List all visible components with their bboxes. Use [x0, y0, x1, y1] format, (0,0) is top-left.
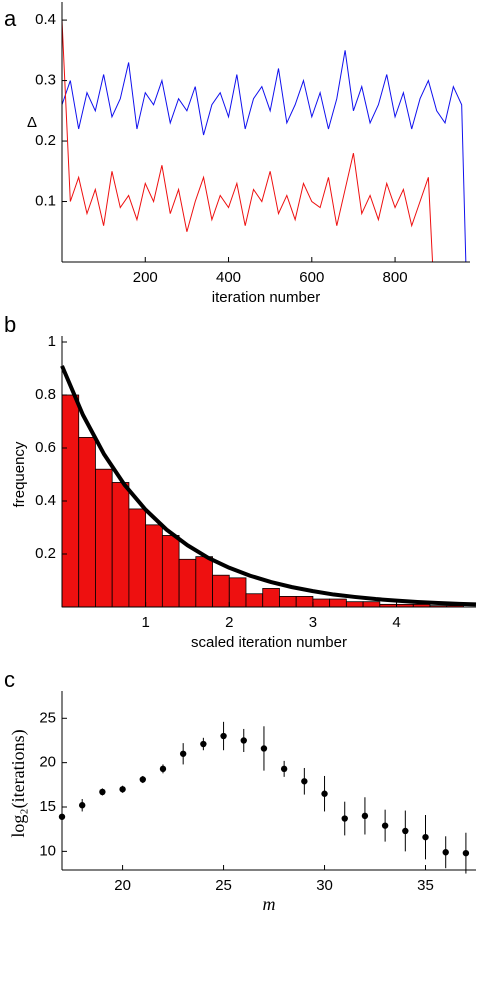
x-tick-label: 600 [299, 269, 324, 286]
x-axis-label: scaled iteration number [191, 634, 347, 651]
bar [111, 482, 130, 608]
data-line [61, 20, 434, 263]
point [179, 750, 187, 757]
point [381, 822, 389, 829]
y-tick-label: 15 [39, 798, 56, 815]
y-tick-label: 0.2 [35, 545, 56, 562]
data-line [61, 50, 467, 263]
point [402, 827, 409, 835]
y-tick-label: 0.4 [35, 492, 56, 509]
point [220, 732, 227, 740]
x-axis-label: iteration number [212, 289, 320, 306]
point [361, 812, 369, 820]
bar [262, 588, 280, 608]
y-axis-label: Δ [27, 114, 37, 131]
point [240, 737, 247, 744]
y-tick-label: 0.1 [35, 192, 56, 209]
bar [245, 593, 264, 608]
point [280, 765, 288, 773]
y-tick-label: 0.4 [35, 11, 56, 28]
bar [228, 577, 247, 608]
y-tick-label: 0.3 [35, 72, 56, 89]
fit-curve [60, 365, 477, 607]
y-axis-label: log₂(iterations) [8, 729, 29, 837]
y-tick-label: 10 [39, 842, 56, 859]
x-tick-label: 3 [309, 614, 317, 631]
x-tick-label: 4 [392, 614, 400, 631]
bar [345, 601, 364, 608]
x-tick-label: 400 [216, 269, 241, 286]
bar [362, 601, 381, 608]
x-tick-label: 20 [114, 877, 131, 894]
bar [128, 508, 147, 608]
point [139, 776, 146, 783]
bar [195, 556, 213, 608]
bar [312, 598, 331, 608]
point [260, 745, 268, 752]
point [442, 849, 449, 856]
x-tick-label: 200 [133, 269, 158, 286]
bar [145, 524, 163, 608]
panel-label: a [4, 6, 17, 31]
bar [178, 558, 197, 608]
point [99, 788, 106, 796]
point [462, 849, 470, 857]
bar [329, 598, 347, 608]
point [78, 802, 86, 809]
x-tick-label: 25 [215, 877, 232, 894]
bar [78, 436, 96, 608]
y-tick-label: 0.6 [35, 439, 56, 456]
x-tick-label: 30 [316, 877, 333, 894]
x-tick-label: 1 [141, 614, 149, 631]
x-tick-label: 35 [417, 877, 434, 894]
x-axis-label: m [263, 894, 276, 914]
y-axis-label: frequency [11, 441, 28, 507]
point [301, 778, 308, 785]
y-tick-label: 20 [39, 754, 56, 771]
y-tick-label: 0.8 [35, 386, 56, 403]
y-tick-label: 1 [48, 333, 56, 350]
point [341, 815, 348, 822]
point [200, 740, 207, 748]
point [321, 790, 328, 797]
panel-label: b [4, 312, 16, 337]
point [119, 786, 126, 793]
panel-label: c [4, 667, 15, 692]
bar [295, 596, 314, 608]
bar [95, 468, 113, 608]
point [159, 765, 167, 773]
point [422, 833, 429, 841]
y-tick-label: 0.2 [35, 132, 56, 149]
bar [212, 574, 230, 608]
bar [161, 535, 180, 608]
x-tick-label: 800 [383, 269, 408, 286]
bar [279, 596, 297, 608]
y-tick-label: 25 [39, 709, 56, 726]
x-tick-label: 2 [225, 614, 233, 631]
